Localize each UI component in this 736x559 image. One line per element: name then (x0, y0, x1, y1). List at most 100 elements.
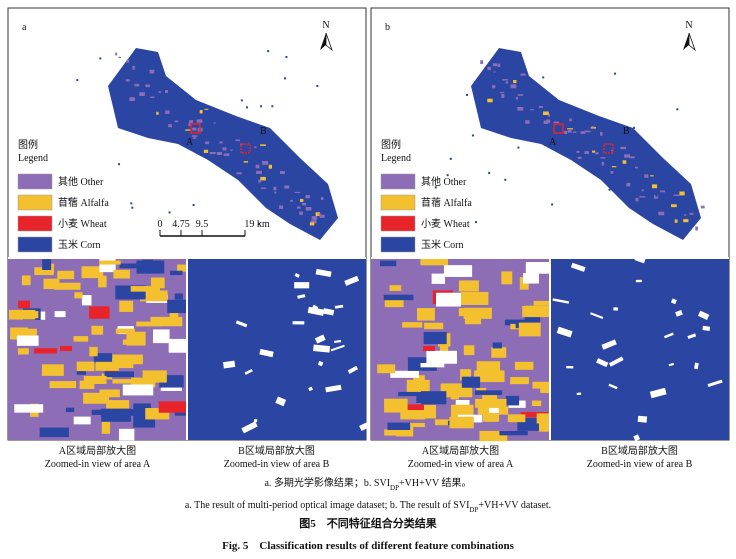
caption-title: 图5 不同特征组合分类结果 (299, 516, 437, 530)
map-patch (279, 171, 285, 174)
map-speck (240, 99, 243, 102)
zoom-a-field (39, 427, 69, 438)
map-patch (320, 197, 324, 200)
map-patch (497, 63, 501, 68)
zoom-a-field (115, 328, 135, 334)
zoom-a-field (122, 339, 131, 345)
zoom-title: A区域局部放大图 (422, 444, 499, 457)
map-patch (515, 97, 518, 100)
zoom-a-field (18, 300, 31, 309)
zoom-b-speck (570, 262, 586, 272)
map-patch (653, 195, 659, 199)
map-patch (659, 190, 666, 193)
map-speck (676, 108, 679, 111)
map-patch (513, 80, 517, 84)
panel-label: b (385, 22, 390, 33)
zoom-a-field (21, 311, 39, 319)
legend-item: 苜蓿 Alfalfa (58, 196, 109, 209)
map-patch (213, 122, 216, 124)
map-patch (572, 131, 577, 133)
zoom-a-field (420, 363, 445, 368)
map-patch (493, 71, 496, 73)
zoom-b-speck (294, 273, 300, 278)
zoom-a-field (408, 422, 425, 428)
map-patch (253, 146, 257, 149)
map-patch (125, 79, 130, 82)
zoom-a-field (431, 273, 446, 284)
map-patch (222, 147, 227, 151)
zoom-a-field (460, 369, 472, 381)
zoom-b-bg (550, 258, 729, 440)
map-patch (700, 205, 705, 209)
map-patch (567, 128, 574, 130)
zoom-a-field (89, 346, 98, 357)
map-speck (258, 222, 261, 225)
zoom-b-speck (267, 244, 280, 253)
map-patch (299, 198, 304, 202)
zoom-a-field (384, 295, 404, 308)
zoom-a-field (487, 392, 498, 403)
legend-swatch (17, 236, 53, 253)
map-speck (542, 76, 545, 79)
zoom-b-speck (344, 275, 360, 286)
map-patch (199, 109, 203, 114)
map-speck (272, 194, 275, 197)
zoom-b-speck (608, 356, 624, 367)
map-patch (305, 207, 312, 211)
map-speck (182, 101, 185, 104)
zoom-a-field (499, 430, 528, 436)
map-speck (488, 171, 491, 174)
zoom-b-speck (360, 441, 373, 450)
map-patch (262, 160, 269, 165)
legend-item: 苜蓿 Alfalfa (421, 196, 472, 209)
caption-note: a. 多期光学影像结果；b. SVIDP+VH+VV 结果。 (264, 476, 471, 492)
zoom-a-field (389, 285, 402, 291)
legend-swatch (380, 236, 416, 253)
zoom-b-speck (294, 282, 310, 289)
zoom-a-field (384, 398, 408, 413)
map-patch (520, 73, 526, 76)
zoom-b-speck (241, 421, 258, 434)
zoom-a-field (536, 413, 556, 424)
zoom-a-field (523, 273, 539, 284)
zoom-a-field (390, 370, 419, 378)
zoom-a-field (533, 300, 553, 306)
zoom-b-speck (308, 386, 313, 392)
map-speck (595, 136, 598, 139)
area-label: A (186, 137, 194, 148)
map-patch (684, 214, 687, 216)
zoom-a-field (417, 308, 435, 321)
map-patch (525, 120, 530, 124)
zoom-title: A区域局部放大图 (59, 444, 136, 457)
map-patch (543, 111, 549, 115)
zoom-a-field (54, 282, 81, 290)
zoom-b-speck (687, 333, 697, 340)
map-speck (130, 202, 133, 205)
map-patch (311, 216, 318, 220)
map-patch (150, 96, 155, 98)
zoom-a-field (101, 420, 111, 434)
zoom-a-field (525, 262, 553, 274)
zoom-a-field (174, 293, 183, 300)
map-speck (271, 105, 274, 108)
map-patch (530, 109, 534, 111)
map-patch (673, 194, 677, 196)
map-patch (309, 222, 315, 226)
zoom-a-field (112, 379, 137, 384)
zoom-b-speck (630, 248, 640, 255)
zoom-a-field (98, 275, 107, 288)
legend-item: 小麦 Wheat (421, 218, 470, 230)
map-speck (517, 146, 520, 149)
zoom-a-field (122, 384, 154, 396)
map-patch (149, 69, 155, 74)
map-speck (131, 206, 134, 209)
zoom-a-field (34, 348, 58, 354)
zoom-a-field (492, 342, 502, 349)
map-patch (600, 132, 603, 136)
map-speck (503, 81, 506, 84)
map-patch (132, 65, 135, 70)
zoom-a-field (531, 400, 542, 407)
zoom-b-speck (313, 344, 331, 353)
map-patch (296, 206, 301, 209)
map-speck (485, 95, 488, 98)
